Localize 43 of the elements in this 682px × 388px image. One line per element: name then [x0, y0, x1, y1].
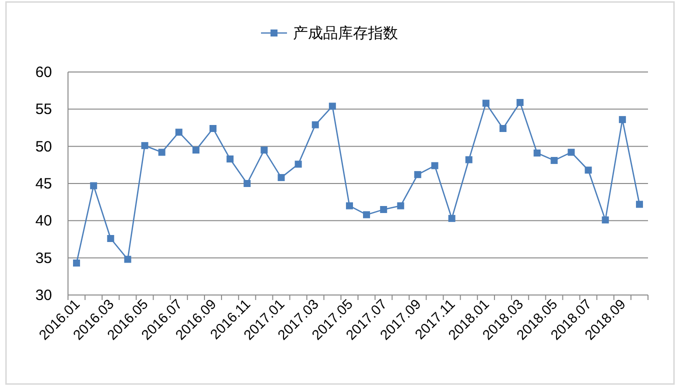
point — [260, 146, 268, 154]
point — [90, 182, 98, 190]
point — [500, 124, 506, 132]
point — [414, 171, 422, 178]
point — [141, 142, 148, 150]
point — [397, 202, 404, 210]
point — [465, 156, 472, 164]
point — [107, 235, 114, 242]
point — [618, 116, 626, 124]
point — [192, 146, 200, 154]
point — [175, 128, 182, 136]
point — [278, 174, 285, 182]
y-tick-label: 45 — [35, 176, 52, 192]
y-tick-label: 40 — [35, 212, 52, 230]
point — [73, 260, 80, 267]
point — [482, 100, 490, 107]
y-tick-label: 30 — [35, 287, 52, 304]
point — [431, 162, 438, 170]
legend-label: 产成品库存指数 — [293, 25, 398, 42]
y-tick-label: 35 — [35, 250, 52, 267]
point — [312, 121, 319, 128]
point — [158, 148, 166, 156]
point — [550, 156, 558, 164]
point — [210, 124, 216, 132]
legend: 产成品库存指数 — [261, 25, 398, 42]
y-tick-label: 55 — [35, 101, 52, 118]
point — [568, 148, 575, 156]
point — [584, 166, 592, 174]
point — [516, 98, 524, 106]
y-tick-label: 50 — [35, 138, 52, 156]
point — [244, 180, 251, 187]
point — [294, 160, 302, 168]
point — [636, 200, 643, 208]
point — [328, 102, 336, 110]
point — [363, 211, 370, 218]
point — [534, 150, 541, 157]
point — [380, 206, 388, 214]
point — [346, 202, 353, 210]
point — [226, 155, 234, 162]
point — [448, 214, 456, 222]
point — [602, 216, 609, 224]
y-tick-label: 60 — [35, 64, 52, 81]
point — [124, 256, 132, 263]
